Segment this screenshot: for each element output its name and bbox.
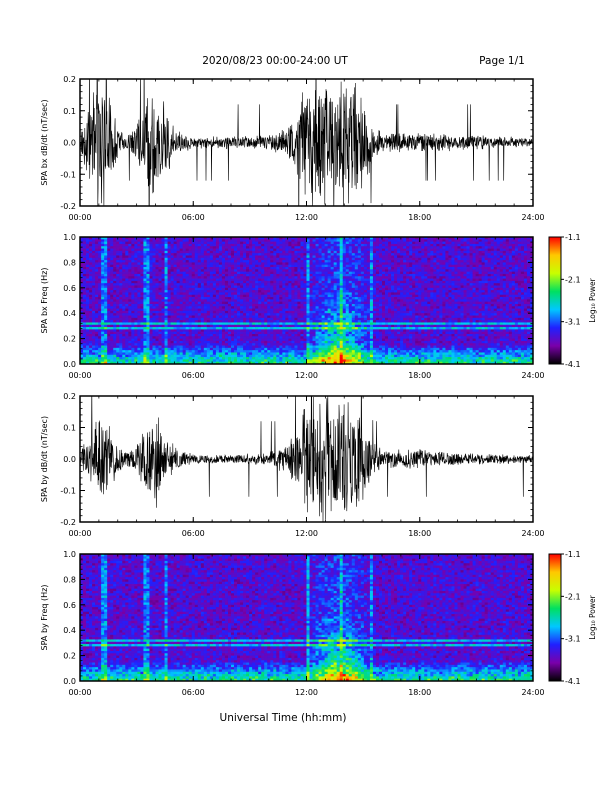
y-tick-label: 0.0 [63,360,76,369]
spectrogram [80,237,534,365]
y-tick-label: 0.0 [63,455,76,464]
colorbar [548,236,562,365]
x-tick-label: 18:00 [408,371,431,380]
x-tick-label: 24:00 [521,213,544,222]
colorbar [548,553,562,682]
x-tick-label: 06:00 [182,529,205,538]
series-line [80,396,533,522]
x-tick-label: 06:00 [182,688,205,697]
figure-title: 2020/08/23 00:00-24:00 UT [202,55,348,67]
series-line [80,79,533,206]
spectrogram [80,554,534,682]
y-tick-label: -0.2 [60,202,76,211]
x-axis-title: Universal Time (hh:mm) [220,712,347,724]
y-tick-label: 0.1 [63,424,76,433]
colorbar-tick-label: -2.1 [565,592,581,601]
y-tick-label: 0.2 [63,392,76,401]
x-tick-label: 24:00 [521,688,544,697]
x-tick-label: 06:00 [182,213,205,222]
x-tick-label: 06:00 [182,371,205,380]
y-tick-label: -0.2 [60,518,76,527]
x-tick-label: 18:00 [408,213,431,222]
y-tick-label: 0.4 [63,309,76,318]
colorbar-tick-label: -3.1 [565,635,581,644]
colorbar-tick-label: -4.1 [565,360,581,369]
colorbar-label: Log₁₀ Power [588,277,597,322]
x-tick-label: 00:00 [68,529,91,538]
colorbar-tick-label: -2.1 [565,275,581,284]
colorbar-tick-label: -1.1 [565,550,581,559]
y-tick-label: 1.0 [63,233,76,242]
y-axis-label: SPA by Freq (Hz) [40,585,49,651]
x-tick-label: 12:00 [295,371,318,380]
x-tick-label: 00:00 [68,213,91,222]
colorbar-tick-label: -4.1 [565,677,581,686]
y-axis-label: SPA by dB/dt (nT/sec) [40,416,49,502]
colorbar-tick-label: -1.1 [565,233,581,242]
x-tick-label: 00:00 [68,688,91,697]
y-tick-label: 0.2 [63,75,76,84]
x-tick-label: 00:00 [68,371,91,380]
x-tick-label: 24:00 [521,529,544,538]
y-axis-label: SPA bx Freq (Hz) [40,268,49,334]
x-tick-label: 12:00 [295,529,318,538]
x-tick-label: 24:00 [521,371,544,380]
x-tick-label: 12:00 [295,688,318,697]
y-axis-label: SPA bx dB/dt (nT/sec) [40,99,49,185]
y-tick-label: 0.1 [63,107,76,116]
y-tick-label: 0.4 [63,626,76,635]
y-tick-label: 0.6 [63,601,76,610]
y-tick-label: -0.1 [60,487,76,496]
colorbar-label: Log₁₀ Power [588,594,597,639]
panels: -0.2 -0.1 0.0 0.1 0.2 SPA bx dB/dt (nT/sec) 00… [40,75,597,697]
page-indicator: Page 1/1 [479,55,525,67]
y-tick-label: 0.6 [63,284,76,293]
y-tick-label: 0.2 [63,335,76,344]
y-tick-label: 0.0 [63,139,76,148]
y-tick-label: 0.0 [63,677,76,686]
x-tick-label: 12:00 [295,213,318,222]
y-tick-label: 0.8 [63,575,76,584]
x-tick-label: 18:00 [408,529,431,538]
y-tick-label: 0.2 [63,652,76,661]
y-tick-label: 1.0 [63,550,76,559]
y-tick-label: 0.8 [63,258,76,267]
y-tick-label: -0.1 [60,170,76,179]
colorbar-tick-label: -3.1 [565,318,581,327]
x-tick-label: 18:00 [408,688,431,697]
